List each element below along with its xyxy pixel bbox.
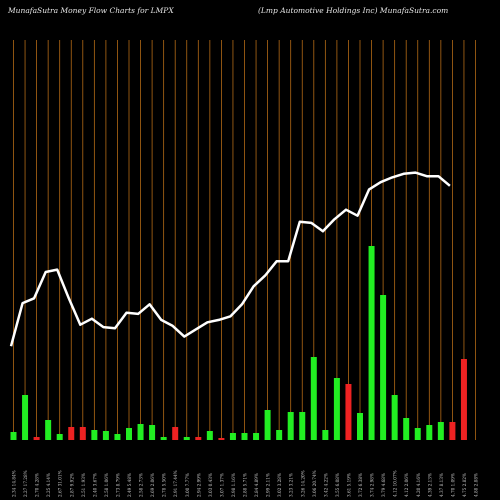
x-tick-label: 2.99 2.11% (266, 473, 271, 497)
money-flow-bar (160, 437, 167, 440)
x-tick-label: 3.02 3.28% (277, 473, 282, 497)
money-flow-bar (391, 395, 398, 440)
money-flow-bar (68, 427, 75, 440)
money-flow-bar (437, 422, 444, 440)
x-tick-label: 3.06 20.74% (312, 470, 317, 497)
money-flow-bar (149, 425, 156, 440)
money-flow-bar (206, 431, 213, 440)
money-flow-bars (10, 246, 467, 440)
money-flow-bar (79, 427, 86, 440)
money-flow-bar (403, 418, 410, 440)
x-tick-label: 4.12 10.07% (393, 470, 398, 497)
x-tick-label: 4.75 2.82% (462, 473, 467, 497)
money-flow-bar (22, 395, 29, 440)
x-tick-label: 2.70 4.28% (35, 473, 40, 497)
x-tick-label: 2.49 5.48% (127, 473, 132, 497)
x-tick-label: 2.27 17.28% (23, 470, 28, 497)
money-flow-bar (414, 428, 421, 440)
x-tick-label: 2.88 5.71% (243, 473, 248, 497)
x-tick-label: 3.03 0.43% (208, 473, 213, 497)
money-flow-bar (56, 434, 63, 440)
x-tick-label: 2.51 1.93% (81, 473, 86, 497)
money-flow-bar (195, 437, 202, 440)
money-flow-bar (380, 295, 387, 440)
x-tick-label: 2.84 4.89% (254, 473, 259, 497)
money-flow-bar (460, 359, 467, 440)
money-flow-bar (10, 432, 17, 440)
money-flow-bar (322, 430, 329, 440)
money-flow-bar (264, 410, 271, 440)
money-flow-bar (241, 433, 248, 440)
money-flow-bar (426, 425, 433, 440)
money-flow-bar (333, 378, 340, 440)
x-tick-label: 3.72 6.38% (358, 473, 363, 497)
x-tick-label: 2.58 2.73% (139, 473, 144, 497)
money-flow-bar (310, 357, 317, 440)
x-tick-label: 2.73 8.79% (115, 473, 120, 497)
chart-title-left: MunafaSutra Money Flow Charts for LMPX (8, 6, 174, 15)
x-tick-label: 2.40 3.67% (92, 473, 97, 497)
x-tick-label: 2.91 17.44% (173, 470, 178, 497)
money-flow-bar (368, 246, 375, 440)
grid-lines (13, 40, 476, 440)
money-flow-bar (276, 430, 283, 440)
x-tick-label: 4.88 2.88% (474, 473, 479, 497)
x-tick-label: 2.58 1.06% (104, 473, 109, 497)
x-tick-label: 3.55 6.08% (335, 473, 340, 497)
x-tick-label: 3.74 2.98% (370, 473, 375, 497)
x-tick-label: 3.26 14.20% (300, 470, 305, 497)
x-axis-labels: 2.34 14.84% 2.27 17.28% 2.70 4.28% 2.25 4.1… (12, 470, 479, 497)
x-tick-label: 2.69 2.06% (150, 473, 155, 497)
money-flow-bar (218, 438, 225, 440)
money-flow-bar (45, 420, 52, 440)
x-tick-label: 2.34 14.84% (12, 470, 17, 497)
money-flow-bar (287, 412, 294, 440)
x-tick-label: 4.39 2.13% (427, 473, 432, 497)
x-tick-label: 4.37 8.13% (439, 473, 444, 497)
price-line (9, 171, 451, 347)
x-tick-label: 4.70 1.09% (450, 473, 455, 497)
x-tick-label: 3.07 1.37% (219, 473, 224, 497)
x-tick-label: 2.67 31.01% (58, 470, 63, 497)
money-flow-bar (126, 428, 132, 440)
money-flow-bar (299, 412, 306, 440)
money-flow-bar (229, 433, 236, 440)
x-tick-label: 3.42 4.22% (323, 473, 328, 497)
x-tick-label: 3.00 7.77% (185, 473, 190, 497)
money-flow-bar (449, 422, 456, 440)
money-flow-bar (91, 430, 98, 440)
x-tick-label: 3.23 3.21% (289, 473, 294, 497)
money-flow-bar (357, 413, 363, 440)
money-flow-bar (183, 437, 190, 440)
x-tick-label: 4.12 2.06% (404, 473, 409, 497)
money-flow-bar (345, 384, 352, 440)
x-tick-label: 2.87 9.92% (69, 473, 74, 497)
x-tick-label: 2.25 4.14% (46, 473, 51, 497)
money-flow-bar (253, 433, 260, 440)
chart-title-right: (Lmp Automotive Holdings Inc) MunafaSutr… (258, 6, 449, 15)
x-tick-label: 3.61 5.19% (346, 473, 351, 497)
x-tick-label: 2.78 5.50% (162, 473, 167, 497)
x-tick-label: 3.79 4.68% (381, 473, 386, 497)
money-flow-bar (114, 434, 121, 440)
x-tick-label: 2.94 2.99% (196, 473, 201, 497)
money-flow-bar (102, 431, 109, 440)
money-flow-bar (172, 427, 179, 440)
x-tick-label: 2.98 1.16% (231, 473, 236, 497)
x-tick-label: 4.20 4.16% (416, 473, 421, 497)
money-flow-bar (137, 424, 144, 440)
money-flow-bar (33, 437, 40, 440)
